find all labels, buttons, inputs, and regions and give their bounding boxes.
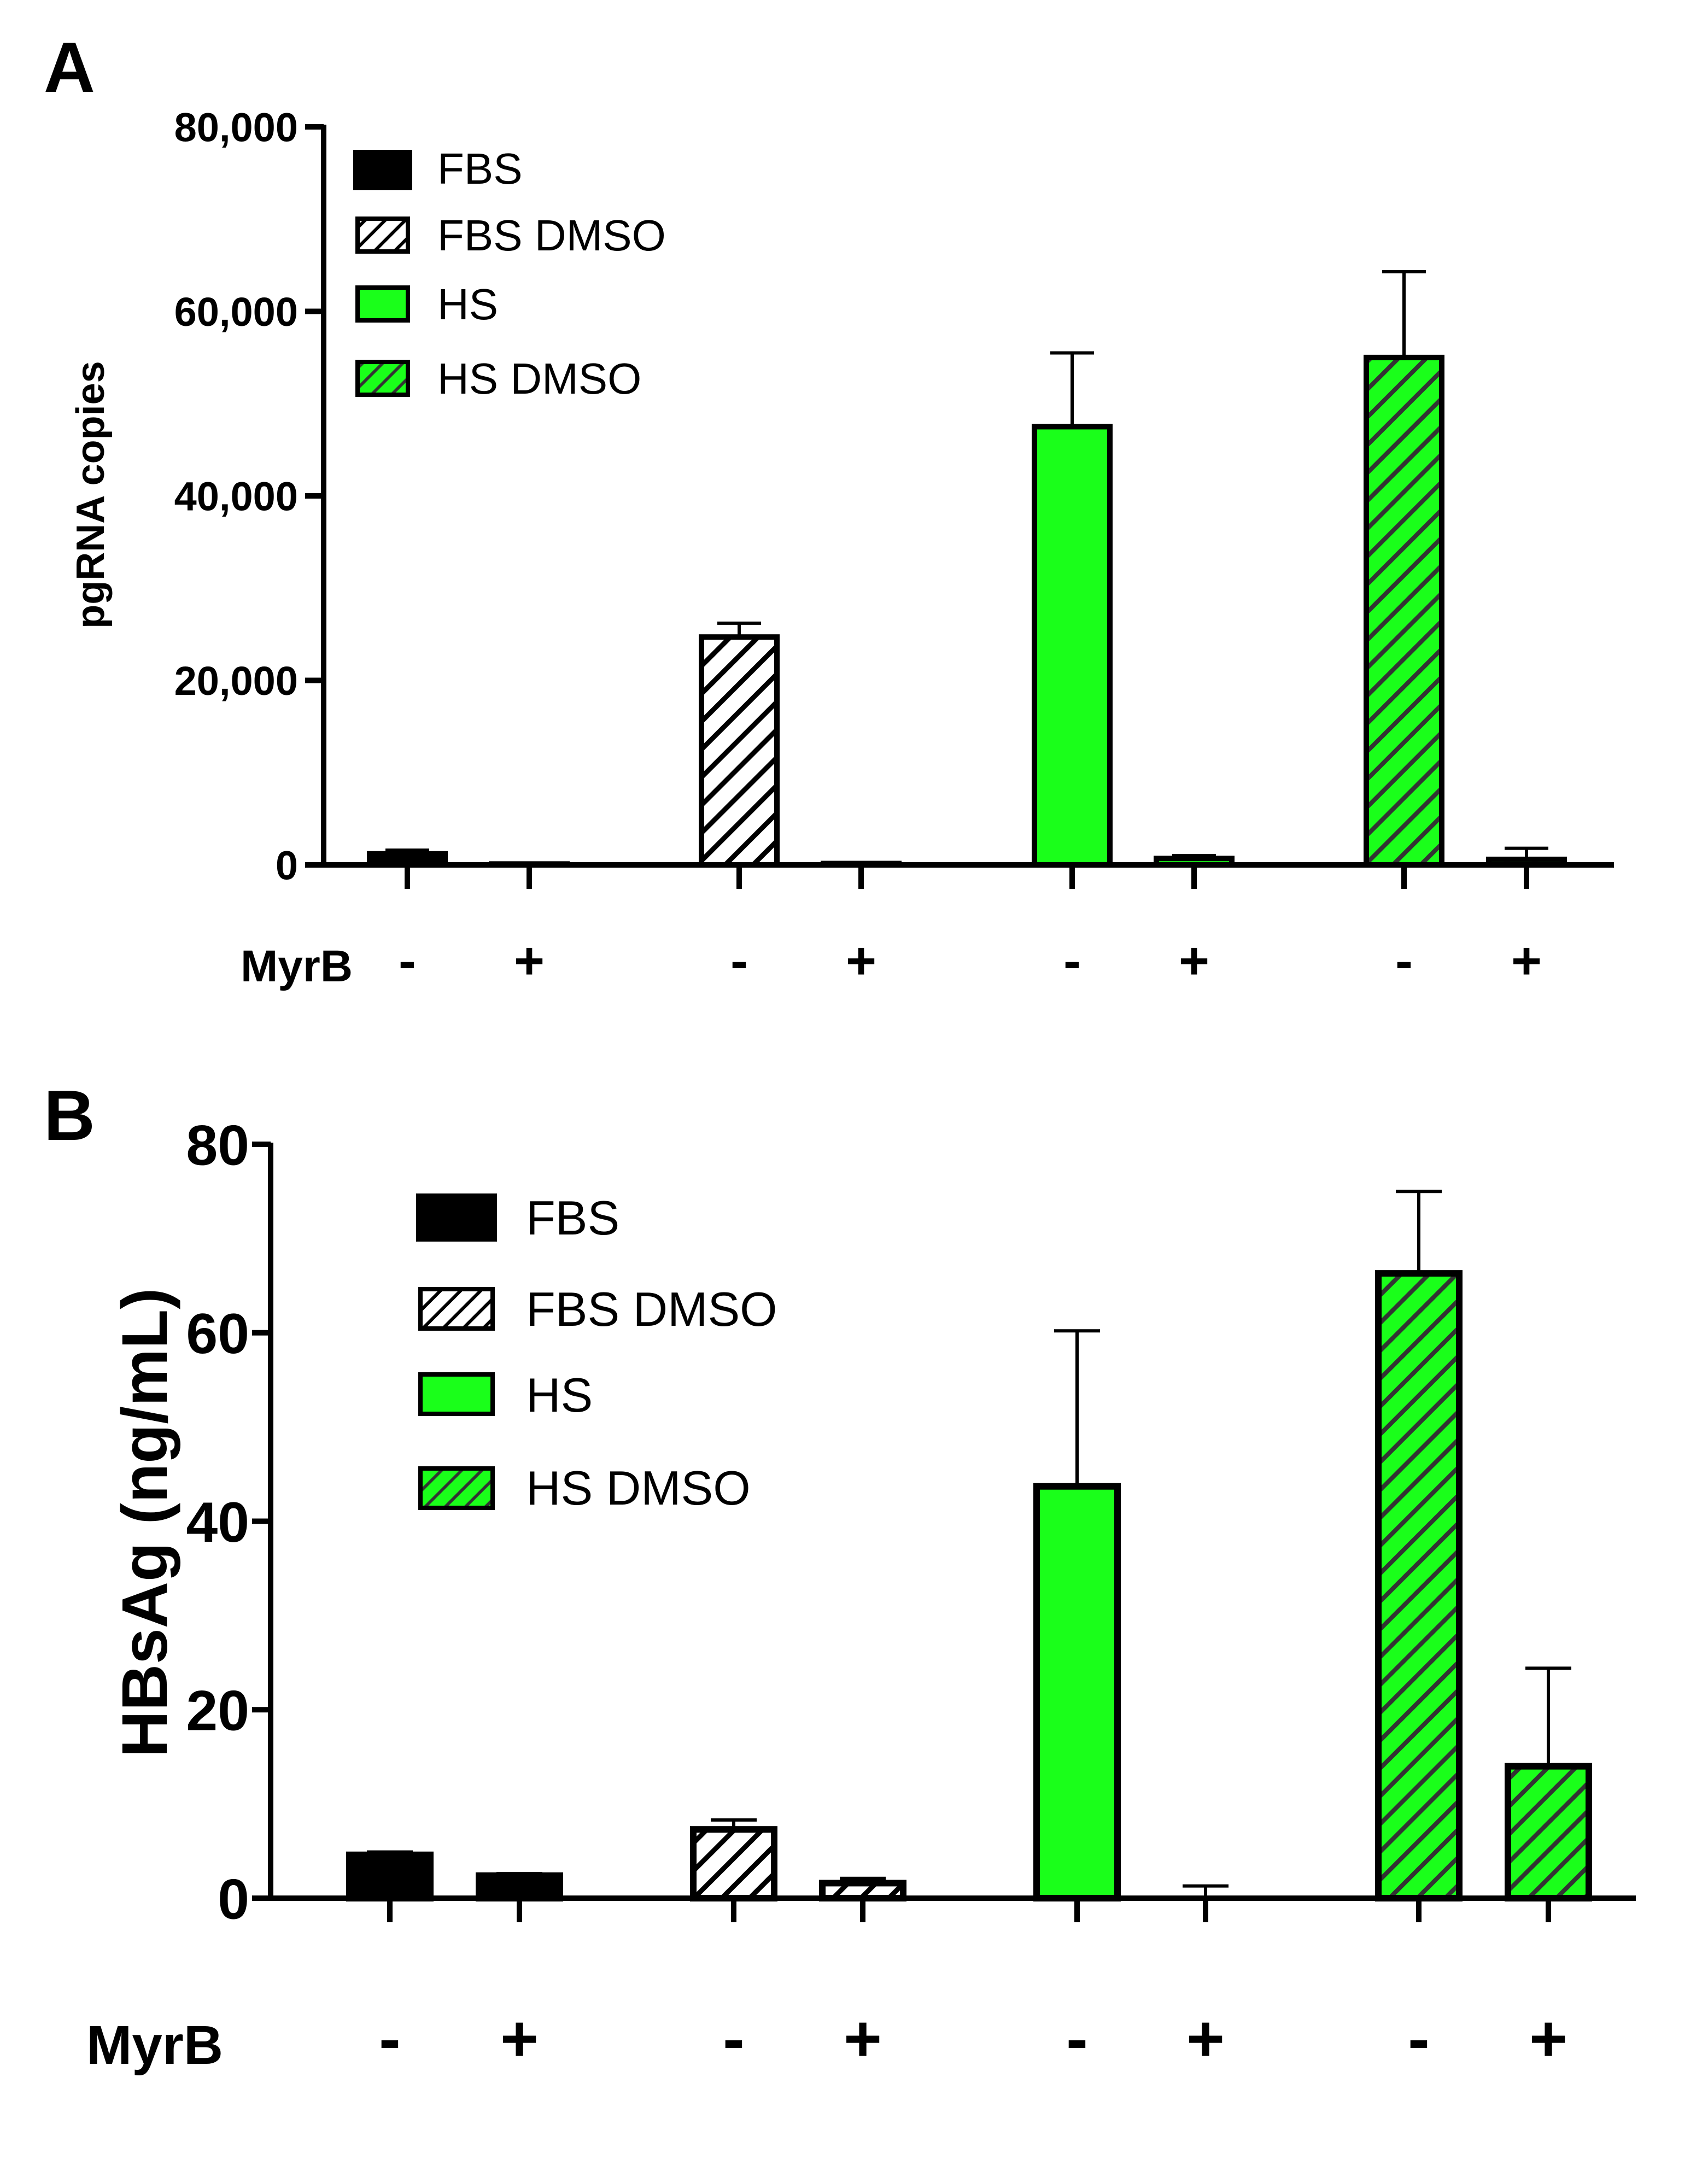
y-tick-label: 40,000: [174, 474, 298, 519]
chart-panel-b: HBsAg (ng/mL) MyrB FBS FBS DMSO HS HS DM…: [86, 1114, 1636, 2076]
treatment-sign: +: [844, 2002, 882, 2075]
legend: FBS FBS DMSO HS HS DMSO: [353, 144, 666, 403]
legend-label-fbs: FBS: [526, 1191, 619, 1245]
treatment-sign: +: [1186, 2002, 1225, 2075]
y-tick-label: 0: [218, 1868, 249, 1931]
bar: [1505, 1763, 1592, 1902]
legend-label-hs-dmso: HS DMSO: [437, 354, 641, 403]
treatment-label: MyrB: [86, 2015, 223, 2076]
y-axis-label: HBsAg (ng/mL): [109, 1288, 181, 1758]
y-tick-label: 0: [276, 843, 298, 888]
treatment-sign: -: [379, 2002, 401, 2075]
y-tick-label: 80,000: [174, 105, 298, 150]
legend-label-fbs: FBS: [437, 144, 523, 193]
y-axis-label: pgRNA copies: [69, 361, 113, 628]
legend-label-fbs-dmso: FBS DMSO: [526, 1282, 777, 1336]
panel-label-b: B: [44, 1075, 95, 1155]
treatment-sign: +: [1529, 2002, 1567, 2075]
treatment-sign: -: [1063, 932, 1081, 990]
treatment-sign: +: [846, 932, 876, 990]
legend-label-hs: HS: [437, 280, 498, 329]
treatment-sign: -: [399, 932, 416, 990]
treatment-sign: +: [1179, 932, 1209, 990]
treatment-label: MyrB: [241, 941, 353, 991]
bar: [1033, 1483, 1121, 1901]
treatment-sign: +: [514, 932, 545, 990]
legend-swatch-hs-dmso: [418, 1466, 495, 1510]
legend: FBS FBS DMSO HS HS DMSO: [416, 1191, 777, 1515]
legend-swatch-fbs: [353, 150, 412, 190]
chart-panel-a: pgRNA copies MyrB FBS FBS DMSO HS HS DMS…: [69, 105, 1614, 991]
treatment-sign: -: [730, 932, 748, 990]
legend-swatch-hs: [418, 1372, 495, 1416]
legend-swatch-fbs-dmso: [355, 216, 410, 254]
treatment-sign: -: [1408, 2002, 1430, 2075]
y-tick-label: 80: [186, 1114, 249, 1177]
treatment-sign: +: [500, 2002, 539, 2075]
legend-label-hs: HS: [526, 1368, 593, 1422]
bar: [346, 1851, 434, 1902]
y-tick-label: 40: [186, 1491, 249, 1554]
bar: [476, 1872, 563, 1901]
legend-swatch-fbs-dmso: [418, 1287, 495, 1331]
treatment-sign: -: [1395, 932, 1413, 990]
legend-swatch-hs: [355, 285, 410, 323]
y-tick-label: 60: [186, 1302, 249, 1366]
bar: [1032, 424, 1113, 868]
bar: [690, 1826, 777, 1902]
y-tick-label: 20: [186, 1680, 249, 1743]
treatment-sign: -: [1066, 2002, 1088, 2075]
y-tick-label: 20,000: [174, 658, 298, 704]
legend-swatch-hs-dmso: [355, 360, 410, 397]
legend-label-fbs-dmso: FBS DMSO: [437, 211, 666, 260]
treatment-sign: +: [1511, 932, 1542, 990]
bar: [1375, 1270, 1463, 1901]
legend-label-hs-dmso: HS DMSO: [526, 1461, 751, 1515]
panel-label-a: A: [44, 27, 95, 107]
legend-swatch-fbs: [416, 1193, 497, 1242]
bar: [699, 634, 780, 868]
y-tick-label: 60,000: [174, 289, 298, 335]
bar: [1364, 354, 1444, 868]
treatment-sign: -: [723, 2002, 745, 2075]
